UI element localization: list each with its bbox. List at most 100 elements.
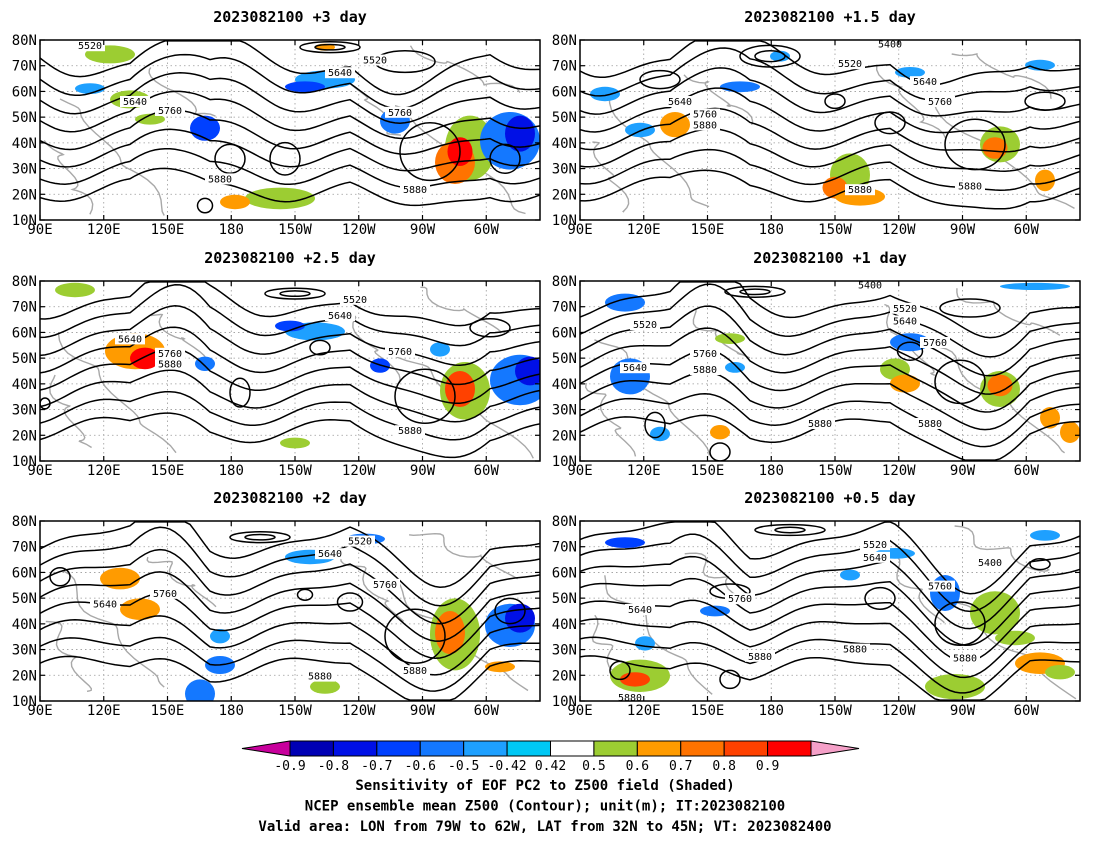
z500-contour xyxy=(580,555,1080,630)
z500-closed-contour xyxy=(824,93,846,110)
contour-label-bg xyxy=(400,184,430,196)
lon-label: 150W xyxy=(278,703,312,719)
map-panel-5: 5520 5640 5640 5760 5760 5880 5880 2023082100 +… xyxy=(12,489,541,719)
contour-label-bg xyxy=(360,54,390,66)
colorbar-tick-label: -0.6 xyxy=(405,759,436,774)
lat-label: 30N xyxy=(12,403,37,419)
sensitivity-shading xyxy=(700,605,730,617)
sensitivity-shading xyxy=(245,187,315,210)
caption-line: Valid area: LON from 79W to 62W, LAT fro… xyxy=(258,819,831,835)
map-panel-6: 5520 5640 5400 5640 5760 5760 5880 5880 5880 5880… xyxy=(552,489,1081,719)
z500-contour xyxy=(40,148,540,189)
z500-contour xyxy=(580,371,1080,431)
contour-label: 5880 xyxy=(693,365,717,376)
lon-label: 60W xyxy=(474,703,500,719)
lon-label: 90E xyxy=(567,703,592,719)
contour-label-bg xyxy=(325,67,355,79)
contour-label-bg xyxy=(665,96,695,107)
lon-label: 60W xyxy=(1014,703,1040,719)
lon-label: 120E xyxy=(87,703,121,719)
z500-contour xyxy=(580,283,1080,358)
contour-label: 5520 xyxy=(838,59,862,70)
z500-contour xyxy=(580,67,1080,117)
contour-label-bg xyxy=(395,425,425,437)
z500-closed-contour xyxy=(739,44,801,68)
lat-label: 70N xyxy=(552,59,577,75)
z500-contour xyxy=(40,281,540,327)
z500-contour xyxy=(580,521,1080,595)
colorbar-low-triangle xyxy=(241,740,291,757)
lon-label: 120W xyxy=(342,703,376,719)
lat-label: 20N xyxy=(552,187,577,203)
map-frame xyxy=(39,39,541,221)
colorbar-tick-label: 0.42 xyxy=(535,759,566,774)
contour-label-bg xyxy=(910,76,940,88)
z500-closed-contour xyxy=(196,197,214,214)
z500-closed-contour xyxy=(40,397,51,410)
lat-label: 30N xyxy=(12,162,37,178)
colorbar-segment xyxy=(767,740,812,757)
z500-closed-contour xyxy=(269,141,301,176)
contour-label: 5640 xyxy=(623,363,647,374)
lon-label: 120E xyxy=(87,222,121,238)
lat-label: 60N xyxy=(12,565,37,581)
contour-label: 5400 xyxy=(978,558,1002,569)
lon-label: 150W xyxy=(278,463,312,479)
contour-label: 5760 xyxy=(153,589,177,600)
lat-label: 70N xyxy=(12,59,37,75)
contour-label-bg xyxy=(920,337,950,348)
lon-label: 90E xyxy=(567,463,592,479)
sensitivity-shading xyxy=(880,358,910,381)
panel-title: 2023082100 +3 day xyxy=(213,8,367,26)
z500-contour xyxy=(40,53,540,110)
sensitivity-shading xyxy=(987,374,1013,397)
contour-label-bg xyxy=(155,358,185,370)
lat-label: 10N xyxy=(12,454,37,470)
lon-label: 150E xyxy=(691,222,725,238)
z500-contour xyxy=(580,47,1080,101)
sensitivity-shading xyxy=(310,679,340,694)
contour-label-bg xyxy=(325,310,355,321)
sensitivity-shading xyxy=(485,661,515,673)
z500-contour xyxy=(40,128,540,172)
sensitivity-shading xyxy=(1030,530,1060,541)
sensitivity-shading xyxy=(995,630,1035,646)
contour-label-bg xyxy=(115,333,145,345)
z500-contour xyxy=(580,533,1080,613)
lon-label: 150W xyxy=(818,222,852,238)
z500-contour xyxy=(580,577,1080,646)
sensitivity-shading xyxy=(925,674,985,700)
contour-label: 5520 xyxy=(363,56,387,67)
contour-label-bg xyxy=(690,108,720,120)
sensitivity-shading xyxy=(1045,665,1075,680)
lon-label: 180 xyxy=(759,703,784,719)
lon-label: 180 xyxy=(759,222,784,238)
z500-contour xyxy=(40,593,540,660)
z500-closed-contour xyxy=(229,377,251,408)
contour-label-bg xyxy=(835,58,865,70)
z500-closed-contour xyxy=(214,143,246,174)
sensitivity-shading xyxy=(135,113,165,125)
contour-label-bg xyxy=(315,548,345,560)
lon-label: 180 xyxy=(219,463,244,479)
contour-label: 5640 xyxy=(118,334,142,345)
z500-contour xyxy=(40,412,540,459)
contour-label-bg xyxy=(615,692,645,701)
colorbar-segment xyxy=(593,740,638,757)
contour-label-bg xyxy=(890,302,920,314)
z500-closed-contour xyxy=(934,359,986,405)
contour-label-bg xyxy=(840,643,870,655)
contour-label-bg xyxy=(950,652,980,664)
sensitivity-shading xyxy=(590,86,620,102)
lat-label: 70N xyxy=(552,300,577,316)
z500-contour xyxy=(40,347,540,405)
contour-label-bg xyxy=(975,557,1005,569)
sensitivity-shading xyxy=(605,293,645,312)
lat-label: 50N xyxy=(552,110,577,126)
lon-label: 90W xyxy=(410,463,436,479)
colorbar-segment xyxy=(550,740,595,757)
lat-label: 80N xyxy=(552,514,577,530)
lon-label: 150E xyxy=(691,463,725,479)
contour-label: 5760 xyxy=(693,349,717,360)
